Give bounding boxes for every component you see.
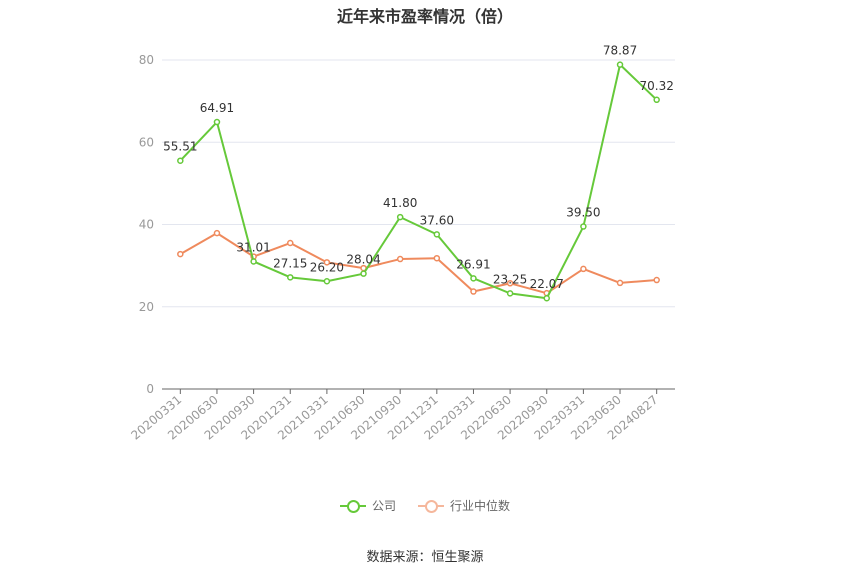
- company-point: [396, 213, 404, 221]
- company-point: [543, 294, 550, 302]
- company-data-label: 70.32: [639, 79, 673, 93]
- company-point: [177, 157, 184, 164]
- industry-median-point: [616, 279, 624, 287]
- company-point: [580, 223, 587, 230]
- company-data-label: 23.25: [493, 272, 527, 286]
- company-series-line: [179, 63, 658, 300]
- company-point: [287, 274, 294, 281]
- y-tick-label: 60: [139, 135, 154, 149]
- y-tick-label: 40: [139, 218, 154, 232]
- company-point: [323, 278, 331, 285]
- company-data-label: 78.87: [603, 44, 637, 58]
- company-point: [470, 275, 477, 282]
- company-data-label: 55.51: [163, 140, 197, 154]
- company-data-label: 37.60: [420, 213, 454, 227]
- company-data-label: 22.07: [530, 277, 564, 291]
- company-line-icon: [339, 499, 366, 513]
- industry-median-point: [177, 250, 184, 258]
- company-point: [653, 96, 660, 104]
- company-data-label: 31.01: [236, 240, 270, 254]
- line-chart: 0204060802020033120200630202009302020123…: [128, 44, 675, 443]
- industry-line-icon: [418, 499, 444, 513]
- industry-median-point: [580, 265, 587, 273]
- company-point: [250, 258, 257, 265]
- data-source: 数据来源：恒生聚源: [366, 550, 484, 565]
- y-tick-label: 80: [139, 53, 154, 67]
- company-data-label: 26.20: [310, 260, 344, 274]
- company-point: [213, 118, 221, 126]
- y-tick-label: 20: [139, 300, 154, 314]
- company-point: [433, 231, 441, 238]
- industry-median-point: [213, 229, 221, 237]
- legend-label-company: 公司: [371, 499, 396, 513]
- company-point: [616, 61, 624, 68]
- company-data-label: 28.04: [346, 253, 380, 267]
- industry-median-point: [287, 239, 294, 247]
- company-data-label: 39.50: [566, 206, 600, 220]
- industry-median-point: [653, 276, 660, 284]
- legend-item-industry-median[interactable]: 行业中位数: [418, 497, 510, 514]
- chart-legend: 公司 行业中位数: [0, 497, 850, 514]
- legend-item-company[interactable]: 公司: [339, 497, 396, 514]
- company-data-label: 41.80: [383, 196, 417, 210]
- industry-median-point: [396, 255, 404, 263]
- company-point: [360, 270, 367, 277]
- y-tick-label: 0: [146, 382, 154, 396]
- industry-median-point: [433, 254, 441, 262]
- company-point: [506, 290, 514, 297]
- industry-median-point: [323, 259, 331, 266]
- company-data-label: 64.91: [200, 101, 234, 115]
- chart-title: 近年来市盈率情况（倍）: [336, 7, 513, 26]
- company-data-label: 26.91: [456, 257, 490, 271]
- legend-label-industry-median: 行业中位数: [450, 499, 511, 513]
- industry-median-point: [506, 280, 514, 287]
- industry-median-point: [470, 288, 477, 295]
- company-data-label: 27.15: [273, 256, 307, 270]
- industry-median-series-line: [179, 232, 657, 295]
